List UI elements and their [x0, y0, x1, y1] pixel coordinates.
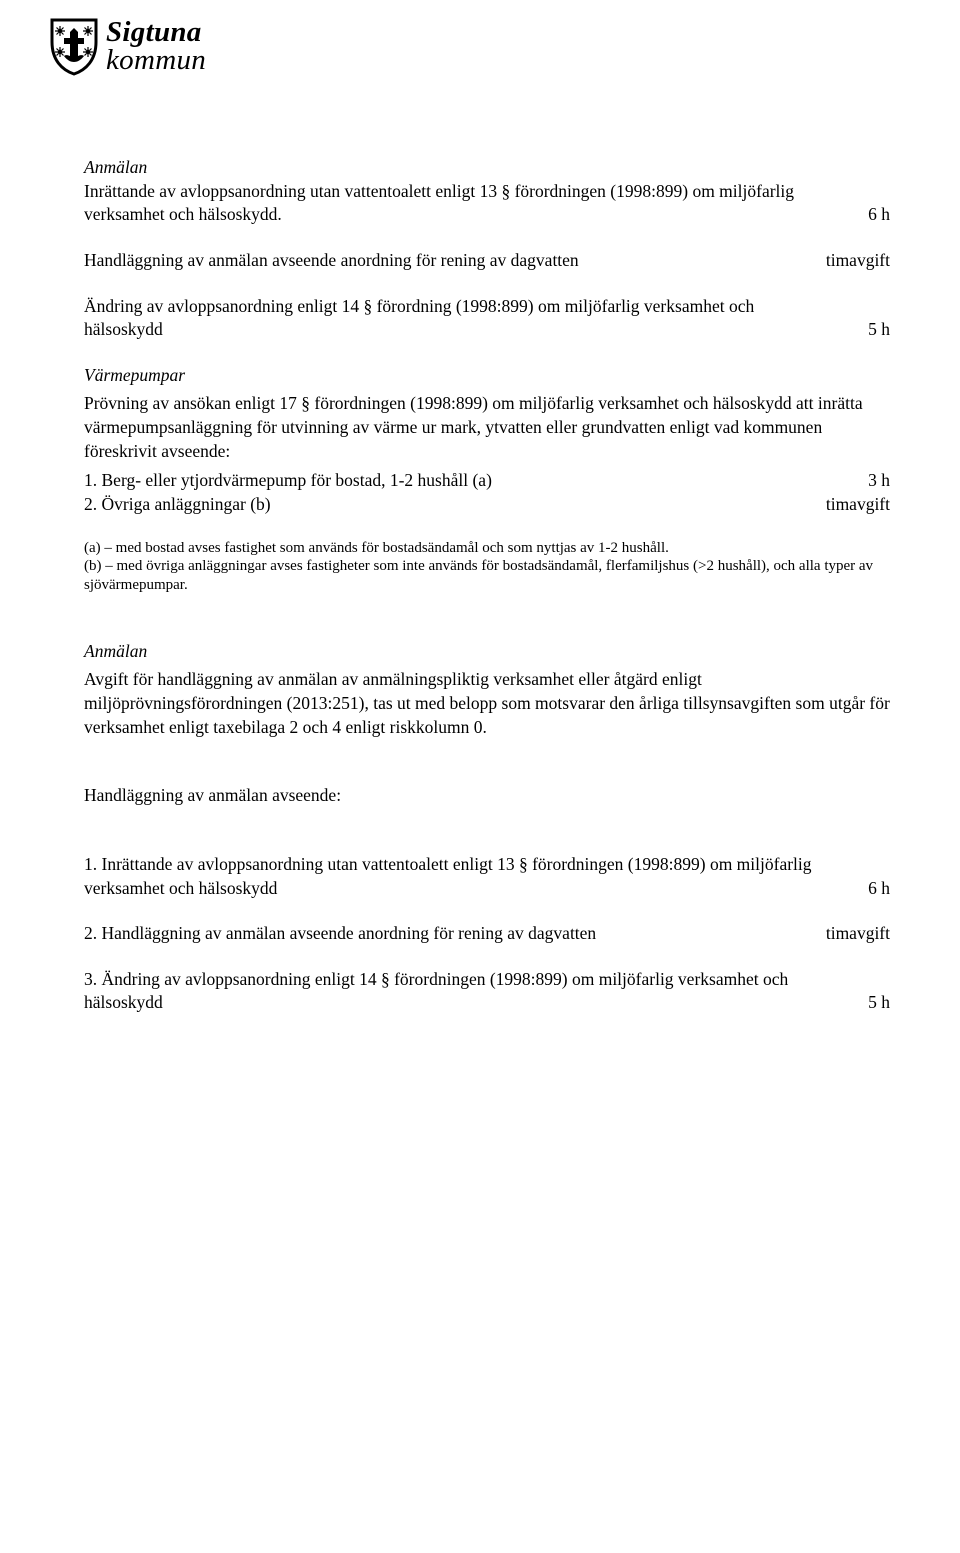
- footnote-b: (b) – med övriga anläggningar avses fast…: [84, 557, 890, 595]
- footnotes: (a) – med bostad avses fastighet som anv…: [84, 539, 890, 595]
- document-body: Anmälan Inrättande av avloppsanordning u…: [84, 156, 890, 1015]
- fee-value: timavgift: [816, 493, 890, 517]
- subheading: Handläggning av anmälan avseende:: [84, 784, 890, 808]
- logo-text-sigtuna: Sigtuna: [106, 19, 206, 47]
- list-item: 2. Övriga anläggningar (b): [84, 493, 786, 517]
- heading-anmalan-2: Anmälan: [84, 640, 890, 664]
- heading-anmalan-1: Anmälan: [84, 156, 890, 180]
- fee-value: 5 h: [858, 991, 890, 1015]
- list-item: 1. Berg- eller ytjordvärmepump för bosta…: [84, 469, 828, 493]
- paragraph: Avgift för handläggning av anmälan av an…: [84, 668, 890, 739]
- shield-icon: [50, 18, 98, 76]
- fee-value: timavgift: [816, 249, 890, 273]
- list-item: 3. Ändring av avloppsanordning enligt 14…: [84, 968, 828, 1015]
- list-item: 1. Inrättande av avloppsanordning utan v…: [84, 853, 828, 900]
- fee-value: 6 h: [858, 203, 890, 227]
- fee-value: 5 h: [858, 318, 890, 342]
- heading-varmepumpar: Värmepumpar: [84, 364, 890, 388]
- logo-text-kommun: kommun: [106, 47, 206, 75]
- logo: Sigtuna kommun: [50, 18, 890, 76]
- list-item: 2. Handläggning av anmälan avseende anor…: [84, 922, 786, 946]
- paragraph: Ändring av avloppsanordning enligt 14 § …: [84, 295, 828, 342]
- fee-value: timavgift: [816, 922, 890, 946]
- fee-value: 6 h: [858, 877, 890, 901]
- paragraph: Inrättande av avloppsanordning utan vatt…: [84, 180, 828, 227]
- fee-value: 3 h: [858, 469, 890, 493]
- footnote-a: (a) – med bostad avses fastighet som anv…: [84, 539, 890, 558]
- paragraph: Handläggning av anmälan avseende anordni…: [84, 249, 786, 273]
- paragraph: Prövning av ansökan enligt 17 § förordni…: [84, 392, 890, 463]
